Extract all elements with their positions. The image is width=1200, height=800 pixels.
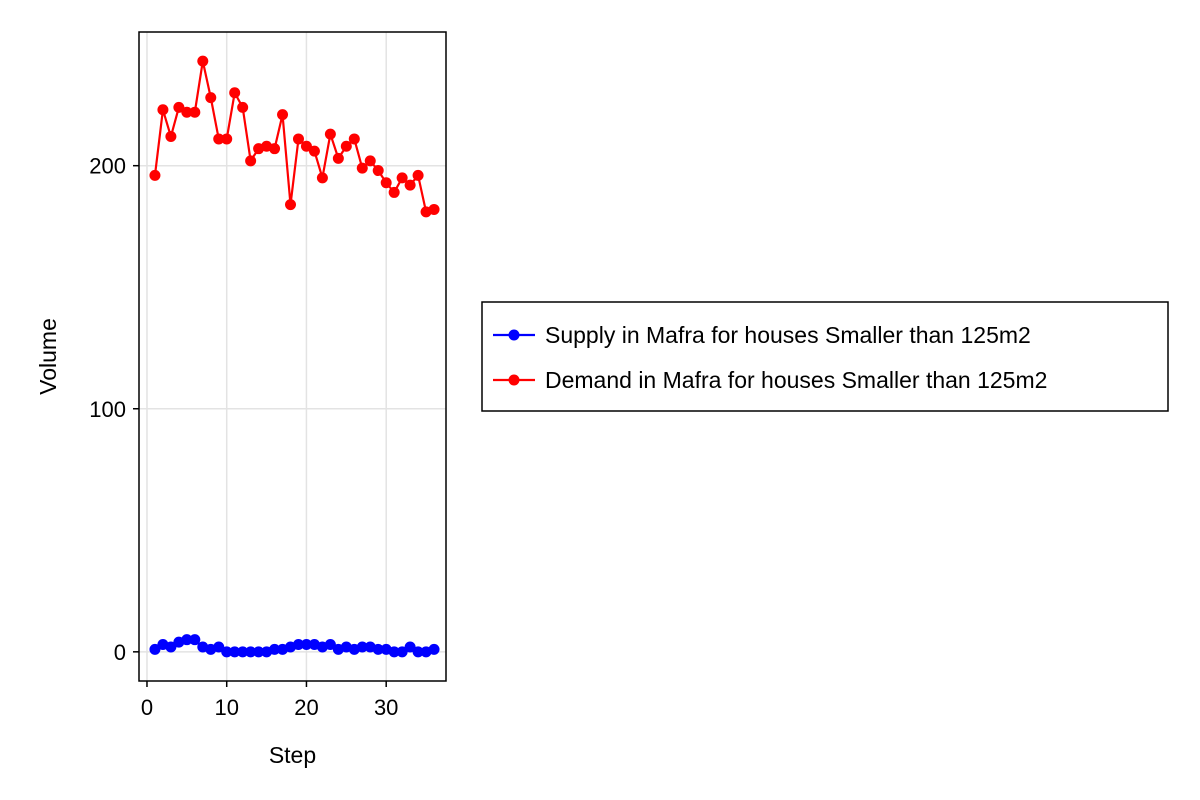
data-point bbox=[332, 152, 344, 164]
x-tick-label: 30 bbox=[374, 695, 398, 720]
data-point bbox=[380, 177, 392, 189]
grid-lines bbox=[139, 32, 446, 681]
data-point bbox=[221, 133, 233, 145]
data-point bbox=[181, 634, 193, 646]
x-tick-label: 0 bbox=[141, 695, 153, 720]
data-point bbox=[213, 641, 225, 653]
data-point bbox=[356, 162, 368, 174]
data-point bbox=[229, 646, 241, 658]
data-point bbox=[237, 101, 249, 113]
data-point bbox=[372, 165, 384, 177]
data-point bbox=[300, 140, 312, 152]
data-point bbox=[149, 643, 161, 655]
y-axis: 0 100 200 bbox=[89, 154, 139, 665]
y-tick-label: 100 bbox=[89, 397, 126, 422]
data-point bbox=[189, 634, 201, 646]
data-point bbox=[308, 145, 320, 157]
x-tick-label: 20 bbox=[294, 695, 318, 720]
plot-frame bbox=[138, 31, 447, 682]
data-point bbox=[205, 92, 217, 104]
data-point bbox=[428, 203, 440, 215]
data-point bbox=[428, 643, 440, 655]
legend-item: Supply in Mafra for houses Smaller than … bbox=[493, 322, 1031, 348]
data-point bbox=[300, 639, 312, 651]
data-point bbox=[388, 646, 400, 658]
series-supply bbox=[149, 634, 440, 658]
data-point bbox=[165, 641, 177, 653]
data-point bbox=[285, 199, 297, 211]
data-point bbox=[404, 641, 416, 653]
data-point bbox=[165, 131, 177, 143]
data-point bbox=[404, 179, 416, 191]
x-axis-title: Step bbox=[269, 742, 316, 768]
legend-marker bbox=[508, 374, 520, 386]
data-point bbox=[157, 104, 169, 116]
data-point bbox=[292, 639, 304, 651]
legend-marker bbox=[508, 329, 520, 341]
data-point bbox=[277, 109, 289, 121]
data-point bbox=[324, 128, 336, 140]
y-axis-title: Volume bbox=[35, 318, 61, 395]
legend: Supply in Mafra for houses Smaller than … bbox=[481, 301, 1169, 412]
data-point bbox=[197, 55, 209, 67]
data-point bbox=[356, 641, 368, 653]
data-point bbox=[221, 646, 233, 658]
data-point bbox=[348, 133, 360, 145]
data-point bbox=[396, 172, 408, 184]
data-point bbox=[388, 186, 400, 198]
legend-label: Supply in Mafra for houses Smaller than … bbox=[545, 322, 1031, 348]
data-point bbox=[189, 106, 201, 118]
data-point bbox=[372, 643, 384, 655]
series-demand bbox=[149, 55, 440, 218]
data-point bbox=[292, 133, 304, 145]
data-point bbox=[364, 155, 376, 167]
data-point bbox=[173, 101, 185, 113]
data-point bbox=[213, 133, 225, 145]
series-layer bbox=[149, 55, 440, 658]
x-axis: 0 10 20 30 bbox=[141, 681, 398, 720]
legend-label: Demand in Mafra for houses Smaller than … bbox=[545, 367, 1047, 393]
data-point bbox=[245, 646, 257, 658]
legend-item: Demand in Mafra for houses Smaller than … bbox=[493, 367, 1047, 393]
y-tick-label: 200 bbox=[89, 154, 126, 179]
data-point bbox=[269, 143, 281, 155]
data-point bbox=[412, 169, 424, 181]
data-point bbox=[181, 106, 193, 118]
data-point bbox=[237, 646, 249, 658]
data-point bbox=[396, 646, 408, 658]
data-point bbox=[316, 172, 328, 184]
data-point bbox=[245, 155, 257, 167]
data-point bbox=[253, 646, 265, 658]
data-point bbox=[229, 87, 241, 99]
y-tick-label: 0 bbox=[114, 640, 126, 665]
data-point bbox=[412, 646, 424, 658]
data-point bbox=[269, 643, 281, 655]
data-point bbox=[340, 140, 352, 152]
data-point bbox=[324, 639, 336, 651]
legend-box bbox=[481, 301, 1169, 412]
data-point bbox=[149, 169, 161, 181]
x-tick-label: 10 bbox=[214, 695, 238, 720]
